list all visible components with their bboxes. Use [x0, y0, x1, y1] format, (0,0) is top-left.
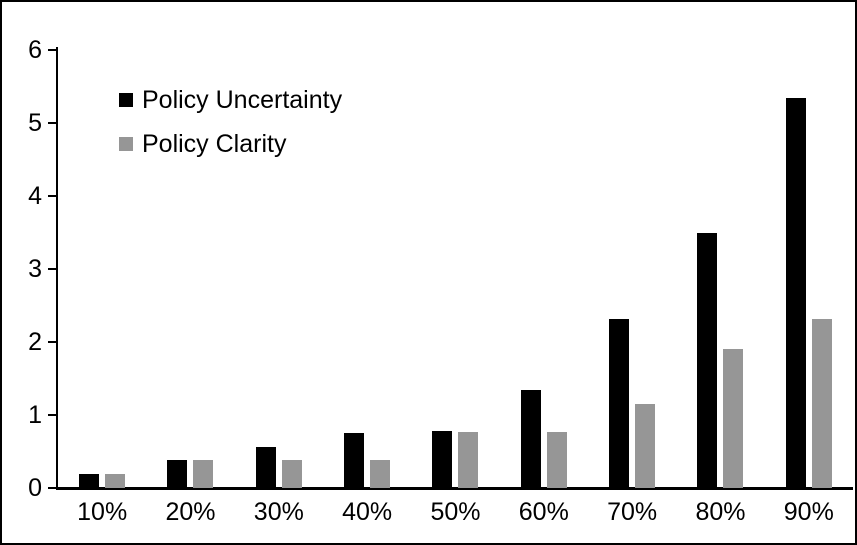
legend-swatch-icon: [119, 137, 133, 151]
y-tick-label: 2: [28, 328, 42, 356]
y-tick-label: 3: [28, 255, 42, 283]
bar-group-10%: [58, 50, 146, 488]
x-tick-label: 90%: [783, 498, 834, 526]
bar-policy-clarity-50%: [458, 431, 479, 488]
x-tick-label: 70%: [607, 498, 658, 526]
legend-label: Policy Uncertainty: [142, 86, 343, 114]
y-axis-tick: [48, 341, 57, 343]
legend-item-policy-uncertainty: Policy Uncertainty: [119, 85, 342, 115]
bar-group-50%: [411, 50, 499, 488]
y-tick-label: 1: [28, 401, 42, 429]
x-axis-labels: 10% 20% 30% 40% 50% 60% 70% 80% 90%: [58, 497, 853, 527]
x-tick-label: 30%: [253, 498, 304, 526]
bar-policy-uncertainty-90%: [785, 98, 806, 488]
y-axis-tick: [48, 49, 57, 51]
bar-policy-clarity-40%: [370, 460, 391, 488]
bar-policy-clarity-70%: [635, 404, 656, 488]
bar-policy-clarity-20%: [193, 460, 214, 488]
bar-policy-clarity-80%: [723, 349, 744, 488]
bar-group-60%: [500, 50, 588, 488]
x-tick-label: 50%: [430, 498, 481, 526]
bar-policy-uncertainty-60%: [520, 390, 541, 488]
x-tick-label: 20%: [165, 498, 216, 526]
y-axis-line: [56, 47, 58, 490]
bar-policy-uncertainty-70%: [609, 319, 630, 488]
bar-group-30%: [235, 50, 323, 488]
y-tick-label: 0: [28, 474, 42, 502]
y-axis-tick: [48, 122, 57, 124]
y-tick-label: 5: [28, 109, 42, 137]
bar-policy-clarity-10%: [105, 474, 126, 488]
bar-policy-uncertainty-10%: [79, 474, 100, 488]
bar-group-20%: [146, 50, 234, 488]
legend-item-policy-clarity: Policy Clarity: [119, 129, 342, 159]
y-tick-label: 6: [28, 36, 42, 64]
bar-group-90%: [765, 50, 853, 488]
bar-group-70%: [588, 50, 676, 488]
y-axis-tick: [48, 414, 57, 416]
bar-group-80%: [676, 50, 764, 488]
x-axis-line: [56, 487, 853, 490]
x-tick-label: 80%: [695, 498, 746, 526]
bar-policy-clarity-30%: [281, 460, 302, 488]
bar-policy-uncertainty-20%: [167, 460, 188, 488]
y-axis-tick: [48, 487, 57, 489]
y-tick-label: 4: [28, 182, 42, 210]
bar-policy-clarity-90%: [811, 319, 832, 488]
x-tick-label: 10%: [77, 498, 128, 526]
y-axis-tick: [48, 268, 57, 270]
plot-area: [58, 50, 853, 488]
bar-policy-uncertainty-50%: [432, 431, 453, 488]
bar-policy-uncertainty-40%: [344, 432, 365, 488]
x-tick-label: 40%: [342, 498, 393, 526]
legend: Policy Uncertainty Policy Clarity: [119, 85, 342, 173]
y-axis-tick: [48, 195, 57, 197]
legend-label: Policy Clarity: [142, 130, 287, 158]
bar-policy-clarity-60%: [546, 431, 567, 488]
bar-policy-uncertainty-80%: [697, 232, 718, 488]
x-tick-label: 60%: [518, 498, 569, 526]
bar-policy-uncertainty-30%: [255, 447, 276, 488]
bar-group-40%: [323, 50, 411, 488]
legend-swatch-icon: [119, 93, 133, 107]
